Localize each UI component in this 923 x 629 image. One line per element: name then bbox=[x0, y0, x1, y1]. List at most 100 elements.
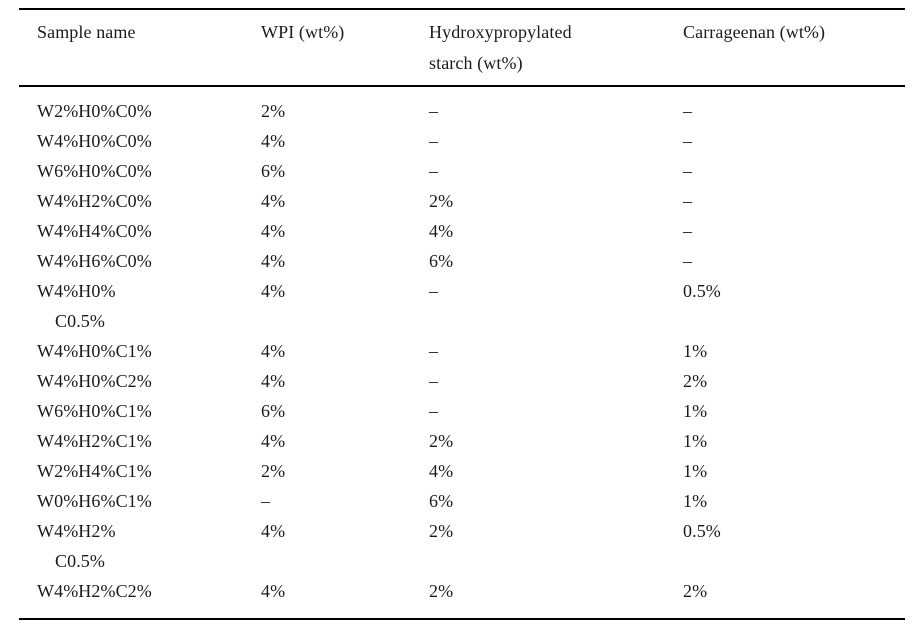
carrageenan-cell: 0.5% bbox=[683, 281, 721, 301]
starch-cell: 4% bbox=[429, 221, 454, 241]
sample-name-text: W4%H2%C0% bbox=[37, 191, 152, 211]
carrageenan-cell: – bbox=[683, 101, 693, 121]
sample-name-text: W4%H2%C2% bbox=[37, 581, 152, 601]
starch-cell: 2% bbox=[429, 581, 454, 601]
sample-name-cell: W4%H6%C0% bbox=[19, 246, 243, 276]
sample-name-cell: W4%H4%C0% bbox=[19, 216, 243, 246]
sample-name-text: W4%H0%C1% bbox=[37, 341, 152, 361]
table-row: W4%H0%C0% 4% – – bbox=[19, 126, 905, 156]
wpi-cell: 4% bbox=[261, 431, 286, 451]
sample-composition-table: Sample name WPI (wt%) Hydroxypropylated … bbox=[19, 8, 905, 620]
header-starch: Hydroxypropylated starch (wt%) bbox=[411, 9, 665, 87]
header-row: Sample name WPI (wt%) Hydroxypropylated … bbox=[19, 9, 905, 87]
sample-name-continuation: C0.5% bbox=[55, 551, 105, 571]
starch-cell: – bbox=[429, 131, 439, 151]
sample-name-text: W0%H6%C1% bbox=[37, 491, 152, 511]
wpi-cell: 4% bbox=[261, 521, 286, 541]
sample-name-text: W2%H4%C1% bbox=[37, 461, 152, 481]
sample-name-cell: W6%H0%C0% bbox=[19, 156, 243, 186]
wpi-cell: 4% bbox=[261, 191, 286, 211]
wpi-cell: 6% bbox=[261, 401, 286, 421]
starch-cell: – bbox=[429, 161, 439, 181]
carrageenan-cell: 1% bbox=[683, 341, 708, 361]
table-row: W4%H2%C2% 4% 2% 2% bbox=[19, 576, 905, 619]
table-row: W2%H4%C1% 2% 4% 1% bbox=[19, 456, 905, 486]
wpi-cell: 4% bbox=[261, 581, 286, 601]
sample-name-cell: W0%H6%C1% bbox=[19, 486, 243, 516]
wpi-cell: – bbox=[261, 491, 271, 511]
sample-name-text: W2%H0%C0% bbox=[37, 101, 152, 121]
sample-name-cell: W4%H2%C1% bbox=[19, 426, 243, 456]
header-wpi: WPI (wt%) bbox=[243, 9, 411, 87]
carrageenan-cell: – bbox=[683, 191, 693, 211]
starch-cell: 6% bbox=[429, 251, 454, 271]
wpi-cell: 4% bbox=[261, 281, 286, 301]
sample-name-cell: W4%H2%C0% bbox=[19, 186, 243, 216]
sample-name-text: W4%H2%C1% bbox=[37, 431, 152, 451]
starch-cell: – bbox=[429, 341, 439, 361]
carrageenan-cell: 1% bbox=[683, 401, 708, 421]
starch-cell: – bbox=[429, 401, 439, 421]
wpi-cell: 4% bbox=[261, 221, 286, 241]
wpi-cell: 4% bbox=[261, 371, 286, 391]
sample-name-cell: W2%H0%C0% bbox=[19, 86, 243, 126]
header-sample-name-label: Sample name bbox=[37, 22, 136, 42]
sample-name-cell: W4%H0%C2% bbox=[19, 366, 243, 396]
table-row: W4%H0% C0.5% 4% – 0.5% bbox=[19, 276, 905, 336]
header-carrageenan-label: Carrageenan (wt%) bbox=[683, 22, 826, 42]
wpi-cell: 2% bbox=[261, 101, 286, 121]
table-row: W4%H2%C1% 4% 2% 1% bbox=[19, 426, 905, 456]
carrageenan-cell: 1% bbox=[683, 461, 708, 481]
table-row: W4%H6%C0% 4% 6% – bbox=[19, 246, 905, 276]
sample-name-cell: W4%H2%C2% bbox=[19, 576, 243, 619]
carrageenan-cell: 1% bbox=[683, 491, 708, 511]
sample-name-cell: W2%H4%C1% bbox=[19, 456, 243, 486]
sample-name-text: W4%H0%C0% bbox=[37, 131, 152, 151]
carrageenan-cell: – bbox=[683, 161, 693, 181]
starch-cell: 6% bbox=[429, 491, 454, 511]
carrageenan-cell: – bbox=[683, 131, 693, 151]
sample-name-text: W6%H0%C0% bbox=[37, 161, 152, 181]
table-row: W4%H4%C0% 4% 4% – bbox=[19, 216, 905, 246]
starch-cell: – bbox=[429, 281, 439, 301]
starch-cell: – bbox=[429, 101, 439, 121]
carrageenan-cell: 2% bbox=[683, 581, 708, 601]
carrageenan-cell: 0.5% bbox=[683, 521, 721, 541]
header-starch-label-line2: starch (wt%) bbox=[429, 53, 523, 73]
sample-name-cell: W4%H0% C0.5% bbox=[19, 276, 243, 336]
carrageenan-cell: – bbox=[683, 251, 693, 271]
wpi-cell: 4% bbox=[261, 251, 286, 271]
table-row: W2%H0%C0% 2% – – bbox=[19, 86, 905, 126]
sample-name-text: W4%H2% bbox=[37, 521, 116, 541]
starch-cell: 2% bbox=[429, 521, 454, 541]
sample-name-text: W4%H0%C2% bbox=[37, 371, 152, 391]
table-row: W4%H2% C0.5% 4% 2% 0.5% bbox=[19, 516, 905, 576]
wpi-cell: 4% bbox=[261, 131, 286, 151]
table-row: W6%H0%C0% 6% – – bbox=[19, 156, 905, 186]
sample-name-cell: W4%H0%C1% bbox=[19, 336, 243, 366]
sample-name-text: W4%H4%C0% bbox=[37, 221, 152, 241]
header-starch-label-line1: Hydroxypropylated bbox=[429, 22, 572, 42]
sample-name-text: W6%H0%C1% bbox=[37, 401, 152, 421]
sample-name-text: W4%H0% bbox=[37, 281, 116, 301]
header-wpi-label: WPI (wt%) bbox=[261, 22, 345, 42]
table-row: W0%H6%C1% – 6% 1% bbox=[19, 486, 905, 516]
wpi-cell: 6% bbox=[261, 161, 286, 181]
table-row: W4%H0%C1% 4% – 1% bbox=[19, 336, 905, 366]
table-row: W6%H0%C1% 6% – 1% bbox=[19, 396, 905, 426]
starch-cell: 2% bbox=[429, 191, 454, 211]
sample-name-text: W4%H6%C0% bbox=[37, 251, 152, 271]
carrageenan-cell: – bbox=[683, 221, 693, 241]
table-row: W4%H2%C0% 4% 2% – bbox=[19, 186, 905, 216]
wpi-cell: 2% bbox=[261, 461, 286, 481]
starch-cell: 2% bbox=[429, 431, 454, 451]
paper-page: Sample name WPI (wt%) Hydroxypropylated … bbox=[0, 8, 923, 629]
table-body: W2%H0%C0% 2% – – W4%H0%C0% 4% – – W6%H0%C0% 6% – – W… bbox=[19, 86, 905, 619]
header-sample-name: Sample name bbox=[19, 9, 243, 87]
table-header: Sample name WPI (wt%) Hydroxypropylated … bbox=[19, 9, 905, 87]
carrageenan-cell: 2% bbox=[683, 371, 708, 391]
table-row: W4%H0%C2% 4% – 2% bbox=[19, 366, 905, 396]
wpi-cell: 4% bbox=[261, 341, 286, 361]
sample-name-cell: W6%H0%C1% bbox=[19, 396, 243, 426]
header-carrageenan: Carrageenan (wt%) bbox=[665, 9, 905, 87]
